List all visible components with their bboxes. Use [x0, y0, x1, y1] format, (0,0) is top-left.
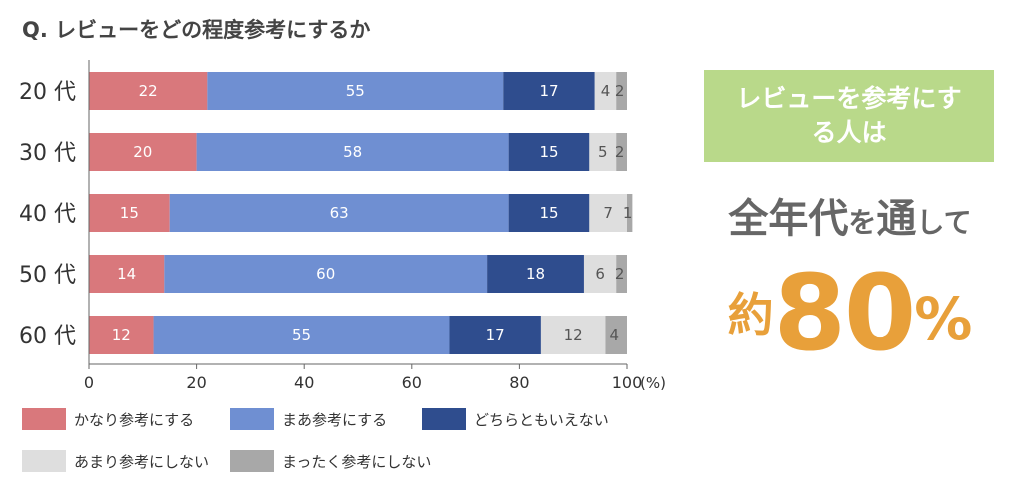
legend-item: どちらともいえない — [422, 408, 609, 430]
legend-label: かなり参考にする — [74, 410, 195, 429]
bar-segment — [508, 133, 590, 171]
callout-box-text: レビューを参考にする人は — [736, 84, 962, 147]
bar-value-label: 17 — [539, 82, 558, 100]
bar-segment — [508, 194, 590, 232]
bar-value-label: 2 — [615, 82, 625, 100]
x-tick-label: 40 — [294, 373, 314, 392]
category-label: 60 代 — [19, 324, 76, 349]
bar-value-label: 14 — [117, 265, 136, 283]
bar-segment — [89, 194, 170, 232]
callout-box: レビューを参考にする人は — [704, 70, 994, 162]
legend-label: あまり参考にしない — [74, 452, 210, 471]
bar-value-label: 4 — [601, 82, 611, 100]
stacked-bar-chart: 20 代 22 55 17 4 230 代 20 58 15 5 240 代 15 63 15 7 150 代… — [19, 60, 666, 392]
bar-value-label: 4 — [609, 326, 619, 344]
bar-value-label: 1 — [623, 204, 633, 222]
bar-value-label: 6 — [595, 265, 605, 283]
bar-segment — [169, 194, 509, 232]
legend-swatch — [230, 408, 274, 430]
bar-segment — [594, 72, 617, 110]
legend-swatch — [22, 408, 66, 430]
x-tick-label: 100 — [612, 373, 643, 392]
legend-item: まあ参考にする — [230, 408, 387, 430]
legend-label: まあ参考にする — [282, 410, 388, 429]
callout-subline: 全年代を通して — [700, 186, 1000, 244]
bar-segment — [196, 133, 509, 171]
bar-segment — [605, 316, 627, 354]
legend-swatch — [422, 408, 466, 430]
legend-item: かなり参考にする — [22, 408, 194, 430]
bar-segment — [89, 72, 208, 110]
x-tick-label: 60 — [402, 373, 422, 392]
category-label: 20 代 — [19, 80, 76, 105]
legend-item: あまり参考にしない — [22, 450, 209, 472]
x-unit-label: (%) — [640, 374, 666, 392]
bar-segment — [616, 255, 627, 293]
bar-segment — [89, 316, 154, 354]
bar-value-label: 2 — [615, 143, 625, 161]
bar-segment — [153, 316, 450, 354]
bar-segment — [449, 316, 541, 354]
bar-segment — [207, 72, 504, 110]
callout-percent: % — [914, 285, 973, 353]
legend-swatch — [22, 450, 66, 472]
legend-label: どちらともいえない — [474, 410, 609, 429]
bar-segment — [503, 72, 595, 110]
bar-value-label: 63 — [330, 204, 349, 222]
bar-value-label: 17 — [486, 326, 505, 344]
bar-value-label: 2 — [615, 265, 625, 283]
bar-segment — [589, 133, 617, 171]
bar-value-label: 15 — [539, 204, 558, 222]
bar-segment — [164, 255, 488, 293]
legend-item: まったく参考にしない — [230, 450, 431, 472]
category-label: 30 代 — [19, 141, 76, 166]
bar-value-label: 18 — [526, 265, 545, 283]
bar-value-label: 7 — [603, 204, 613, 222]
bar-segment — [540, 316, 606, 354]
bar-value-label: 12 — [564, 326, 583, 344]
bar-value-label: 22 — [139, 82, 158, 100]
bar-value-label: 20 — [133, 143, 152, 161]
bar-segment — [589, 194, 627, 232]
callout-sub-small1: を — [848, 206, 877, 239]
chart-title: Q. レビューをどの程度参考にするか — [22, 18, 371, 42]
bar-segment — [89, 133, 197, 171]
bar-value-label: 12 — [112, 326, 131, 344]
bar-value-label: 55 — [292, 326, 311, 344]
category-label: 40 代 — [19, 202, 76, 227]
bar-segment — [627, 194, 633, 232]
legend-swatch — [230, 450, 274, 472]
x-tick-label: 20 — [186, 373, 206, 392]
bar-segment — [487, 255, 584, 293]
callout-sub-big2: 通 — [876, 196, 917, 242]
bar-value-label: 60 — [316, 265, 335, 283]
callout-result: 約80% — [700, 252, 1000, 374]
category-label: 50 代 — [19, 263, 76, 288]
bar-value-label: 5 — [598, 143, 608, 161]
bar-segment — [583, 255, 617, 293]
callout-sub-big1: 全年代 — [728, 196, 849, 242]
bar-segment — [616, 72, 627, 110]
bar-segment — [89, 255, 165, 293]
bar-value-label: 15 — [539, 143, 558, 161]
callout-number: 80 — [773, 252, 917, 374]
bar-value-label: 58 — [343, 143, 362, 161]
x-tick-label: 0 — [84, 373, 94, 392]
callout-prefix: 約 — [727, 288, 774, 342]
legend-label: まったく参考にしない — [282, 452, 432, 471]
bar-segment — [616, 133, 627, 171]
bar-value-label: 15 — [120, 204, 139, 222]
bar-value-label: 55 — [346, 82, 365, 100]
x-tick-label: 80 — [509, 373, 529, 392]
callout-sub-small2: して — [916, 206, 972, 239]
